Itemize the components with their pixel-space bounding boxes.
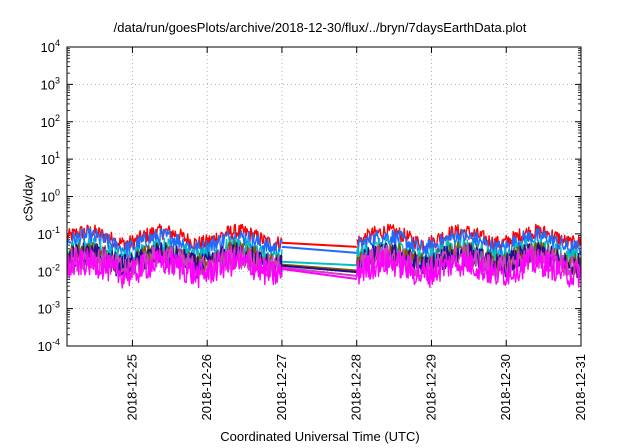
y-tick-label: 10-2 [38,262,60,279]
series-group [67,223,581,289]
y-tick-label: 100 [41,188,60,205]
y-axis-label: cSv/day [20,174,36,222]
y-tick-label: 10-3 [38,300,60,317]
series-gap-line [281,241,357,248]
y-tick-label: 104 [41,38,60,55]
y-tick-label: 103 [41,75,60,92]
series-gap-line [281,260,357,267]
x-tick-label: 2018-12-30 [498,354,513,421]
y-tick-label: 101 [41,150,60,167]
x-tick-label: 2018-12-29 [423,354,438,421]
chart-title: /data/run/goesPlots/archive/2018-12-30/f… [113,20,527,35]
series-gap-line [281,245,357,254]
x-tick-label: 2018-12-25 [124,354,139,421]
x-tick-label: 2018-12-28 [349,354,364,421]
x-tick-label: 2018-12-31 [573,354,588,421]
plot-frame [66,46,582,347]
series-gap-line [281,266,357,277]
x-axis-label: Coordinated Universal Time (UTC) [220,429,420,444]
y-tick-label: 10-1 [38,225,60,242]
y-tick-label: 10-4 [38,337,60,354]
x-tick-label: 2018-12-27 [274,354,289,421]
series-gap-line [281,264,357,274]
series-gap-line [281,263,357,272]
x-tick-label: 2018-12-26 [199,354,214,421]
series-gap-line [281,267,357,281]
series-line [67,248,581,289]
y-tick-label: 102 [41,113,60,130]
